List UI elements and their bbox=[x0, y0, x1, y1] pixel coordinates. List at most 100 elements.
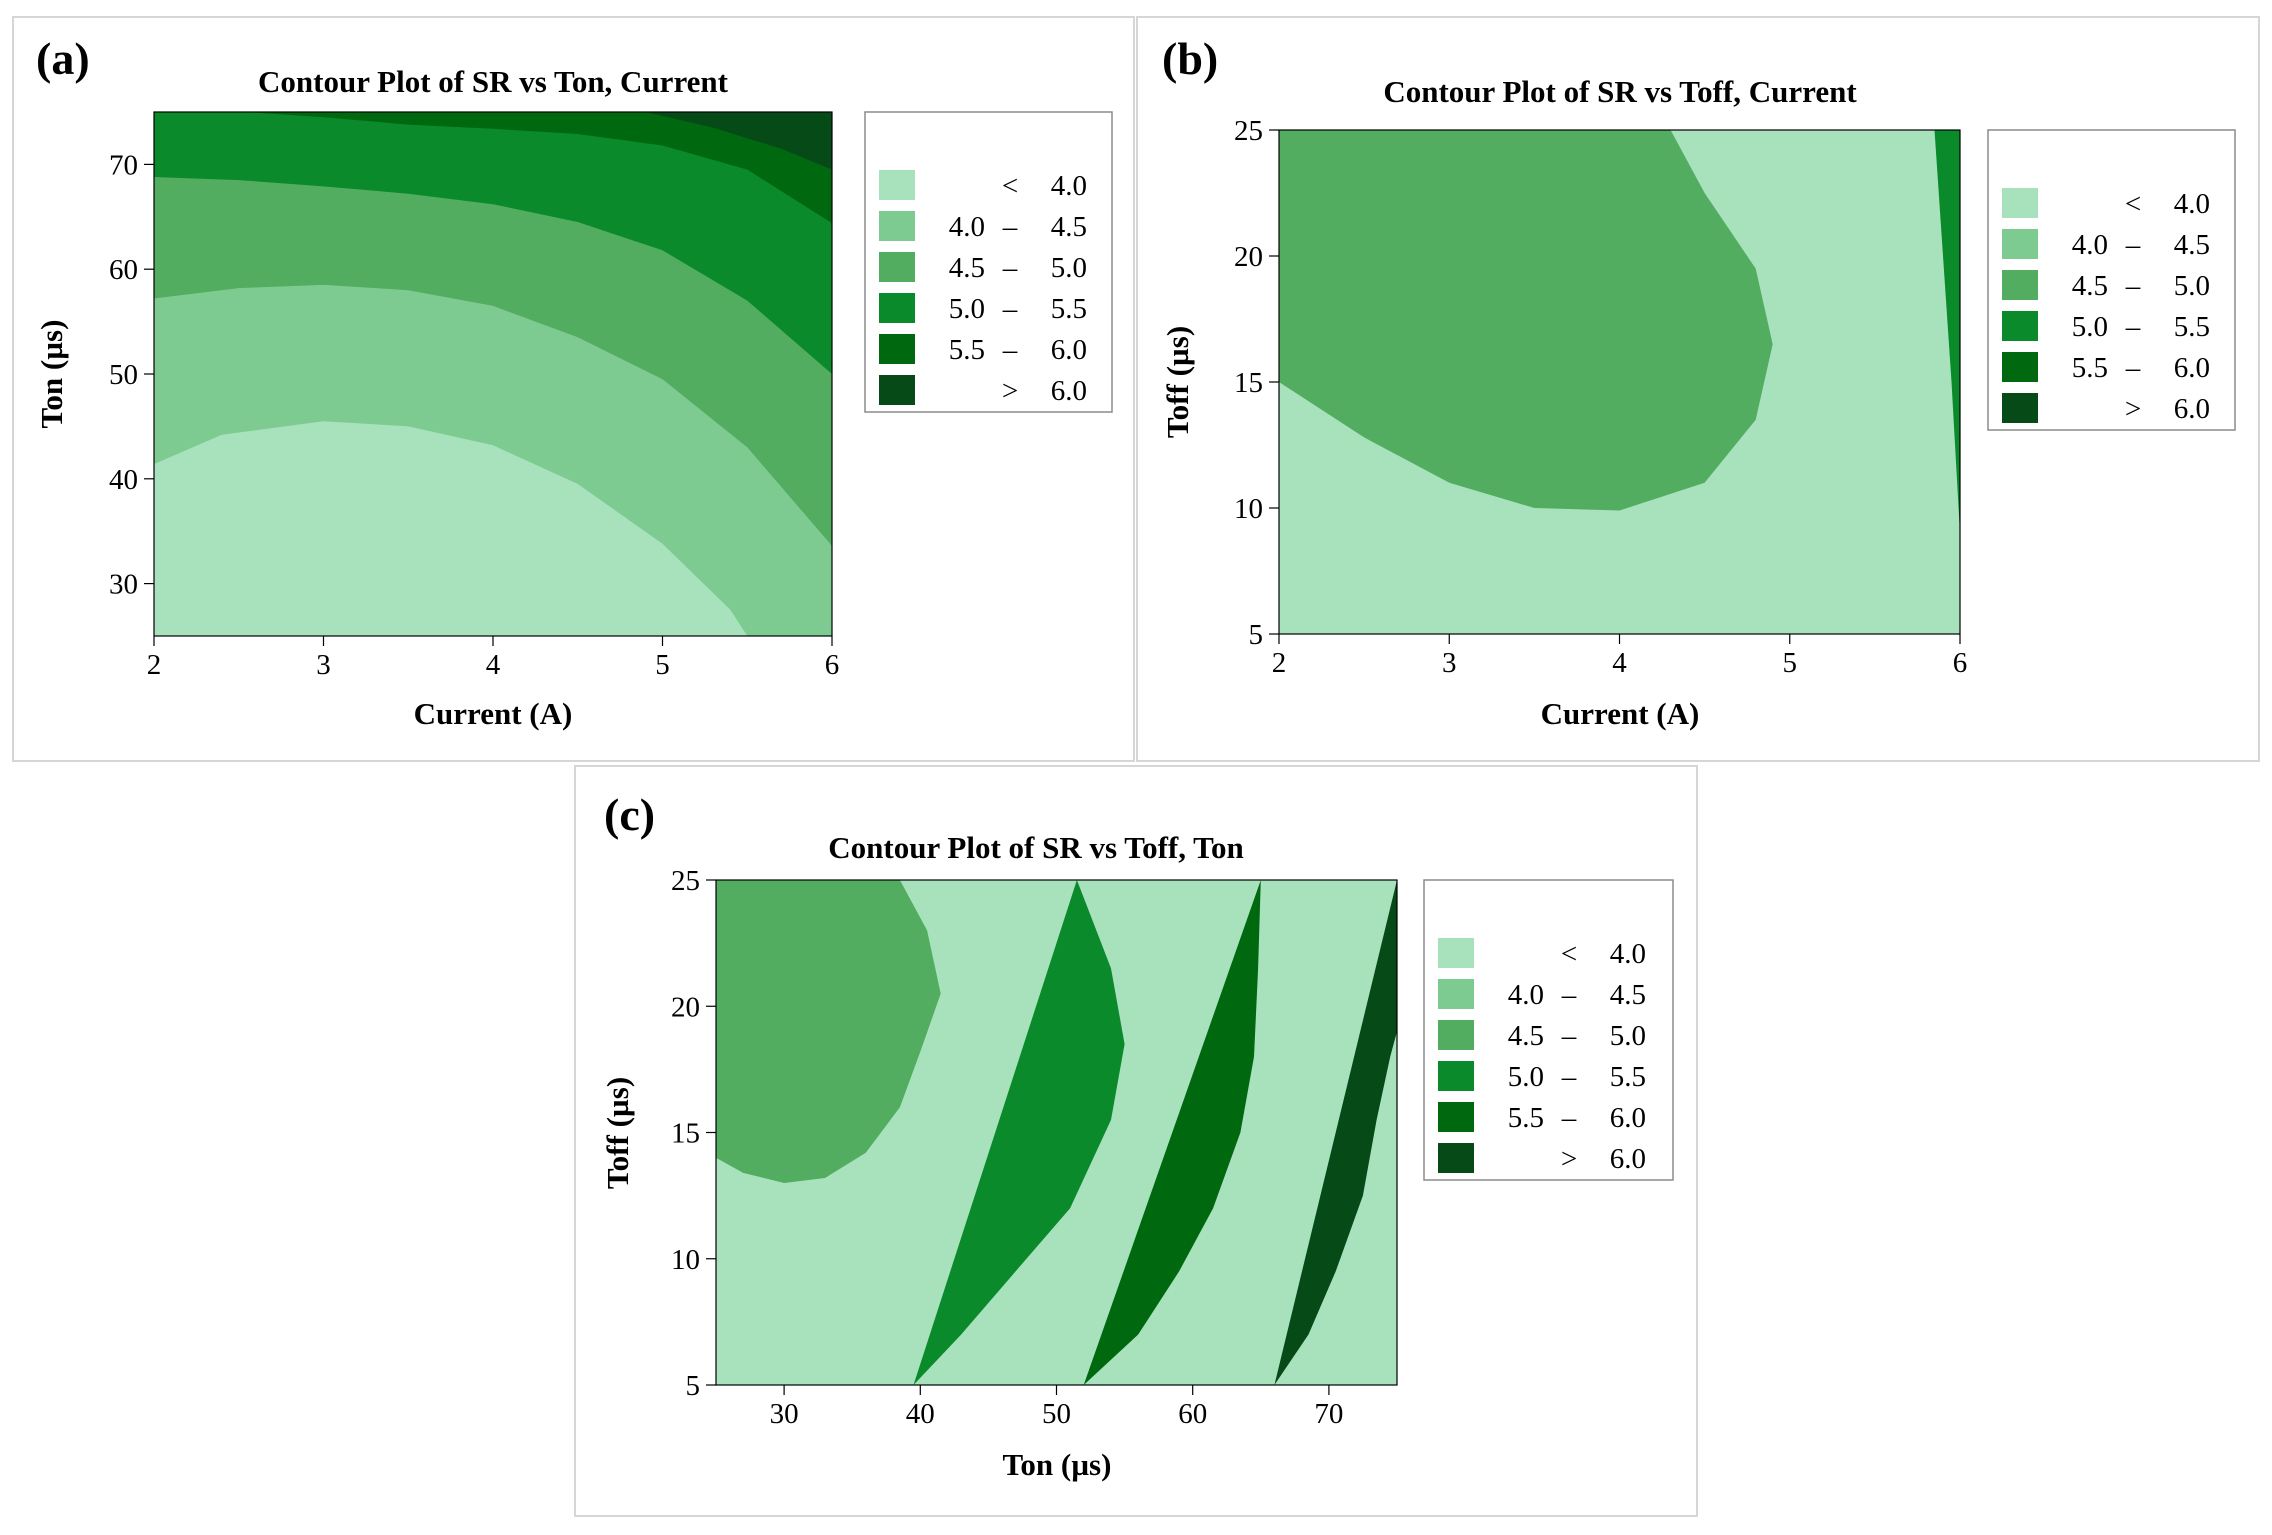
legend-swatch bbox=[2002, 311, 2038, 341]
legend-swatch bbox=[2002, 188, 2038, 218]
contour-band-6 bbox=[645, 112, 832, 170]
x-tick-label: 70 bbox=[1314, 1398, 1343, 1430]
y-tick-label: 20 bbox=[1234, 241, 1263, 273]
x-tick-label: 3 bbox=[316, 649, 331, 681]
legend-hi: 4.5 bbox=[2174, 229, 2210, 261]
x-tick-label: 4 bbox=[486, 649, 501, 681]
contour-band-4.5 bbox=[716, 880, 941, 1183]
legend-lo: 4.0 bbox=[2072, 229, 2108, 261]
contour-band-5 bbox=[154, 112, 832, 374]
legend-hi: 5.0 bbox=[2174, 270, 2210, 302]
legend-lo: 4.5 bbox=[949, 252, 985, 284]
chart-title: Contour Plot of SR vs Toff, Ton bbox=[828, 830, 1243, 865]
legend-swatch bbox=[1438, 1143, 1474, 1173]
legend-hi: 5.5 bbox=[1051, 293, 1087, 325]
legend-hi: 5.0 bbox=[1610, 1020, 1646, 1052]
panel-b: (b) Contour Plot of SR vs Toff, Current … bbox=[1136, 16, 2260, 762]
legend-swatch bbox=[879, 293, 915, 323]
legend-sym: – bbox=[1561, 1061, 1577, 1093]
legend-sym: – bbox=[1002, 334, 1018, 366]
legend-lo: 5.0 bbox=[949, 293, 985, 325]
legend-hi: 5.5 bbox=[2174, 311, 2210, 343]
y-tick-label: 25 bbox=[671, 865, 700, 897]
legend-hi: 6.0 bbox=[1610, 1143, 1646, 1175]
panel-c: (c) Contour Plot of SR vs Toff, Ton Ton … bbox=[574, 765, 1698, 1517]
legend-hi: 6.0 bbox=[1051, 334, 1087, 366]
legend-hi: 6.0 bbox=[1051, 375, 1087, 407]
legend-lo: 4.5 bbox=[1508, 1020, 1544, 1052]
x-tick-label: 60 bbox=[1178, 1398, 1207, 1430]
y-tick-label: 20 bbox=[671, 991, 700, 1023]
panel-label: (a) bbox=[36, 33, 90, 84]
legend-sym: – bbox=[2125, 311, 2141, 343]
x-tick-label: 30 bbox=[770, 1398, 799, 1430]
x-axis-label: Current (A) bbox=[414, 696, 573, 731]
legend-hi: 4.0 bbox=[1610, 938, 1646, 970]
x-tick-label: 2 bbox=[147, 649, 162, 681]
legend-sym: – bbox=[2125, 270, 2141, 302]
legend-lo: 5.5 bbox=[2072, 352, 2108, 384]
legend-sym: – bbox=[1002, 252, 1018, 284]
legend-swatch bbox=[1438, 1061, 1474, 1091]
contour-band-5 bbox=[913, 880, 1125, 1385]
chart-a: (a) Contour Plot of SR vs Ton, Current C… bbox=[34, 33, 1113, 731]
legend-swatch bbox=[1438, 1102, 1474, 1132]
legend-lo: 4.5 bbox=[2072, 270, 2108, 302]
x-tick-label: 5 bbox=[655, 649, 670, 681]
y-axis-label: Toff (µs) bbox=[600, 1077, 635, 1189]
legend-hi: 6.0 bbox=[2174, 393, 2210, 425]
legend-sym: – bbox=[1561, 979, 1577, 1011]
contour-band-5.5 bbox=[1083, 880, 1261, 1385]
legend-swatch bbox=[1438, 938, 1474, 968]
legend-swatch bbox=[879, 334, 915, 364]
y-tick-label: 50 bbox=[109, 359, 138, 391]
panel-a: (a) Contour Plot of SR vs Ton, Current C… bbox=[12, 16, 1135, 762]
legend-sym: > bbox=[1561, 1143, 1577, 1175]
contour-band-4.5 bbox=[1279, 130, 1773, 511]
legend-lo: 5.5 bbox=[949, 334, 985, 366]
chart-title: Contour Plot of SR vs Ton, Current bbox=[258, 64, 729, 99]
y-tick-label: 15 bbox=[1234, 367, 1263, 399]
legend-hi: 4.0 bbox=[1051, 170, 1087, 202]
legend-swatch bbox=[2002, 270, 2038, 300]
x-tick-label: 4 bbox=[1612, 647, 1627, 679]
legend-sym: – bbox=[2125, 352, 2141, 384]
legend-lo: 4.0 bbox=[949, 211, 985, 243]
y-tick-label: 60 bbox=[109, 254, 138, 286]
legend-swatch bbox=[1438, 979, 1474, 1009]
legend-sym: – bbox=[2125, 229, 2141, 261]
legend-sym: – bbox=[1561, 1102, 1577, 1134]
legend-swatch bbox=[1438, 1020, 1474, 1050]
legend-hi: 4.5 bbox=[1051, 211, 1087, 243]
y-tick-label: 30 bbox=[109, 569, 138, 601]
legend-sym: > bbox=[1002, 375, 1018, 407]
legend-hi: 6.0 bbox=[1610, 1102, 1646, 1134]
y-tick-label: 40 bbox=[109, 464, 138, 496]
chart-b: (b) Contour Plot of SR vs Toff, Current … bbox=[1160, 33, 2236, 731]
x-tick-label: 2 bbox=[1272, 647, 1287, 679]
legend-sym: – bbox=[1002, 293, 1018, 325]
legend-swatch bbox=[2002, 393, 2038, 423]
legend-sym: > bbox=[2125, 393, 2141, 425]
x-axis-label: Current (A) bbox=[1541, 696, 1700, 731]
chart-title: Contour Plot of SR vs Toff, Current bbox=[1383, 74, 1857, 109]
x-tick-label: 6 bbox=[1953, 647, 1968, 679]
x-axis-label: Ton (µs) bbox=[1003, 1447, 1112, 1482]
contour-band-5 bbox=[1934, 130, 1960, 534]
y-tick-label: 10 bbox=[1234, 493, 1263, 525]
y-tick-label: 5 bbox=[1249, 619, 1264, 651]
x-tick-label: 3 bbox=[1442, 647, 1457, 679]
legend-lo: 5.0 bbox=[1508, 1061, 1544, 1093]
x-tick-label: 6 bbox=[825, 649, 840, 681]
y-tick-label: 70 bbox=[109, 149, 138, 181]
panel-label: (c) bbox=[604, 789, 655, 840]
legend-hi: 4.0 bbox=[2174, 188, 2210, 220]
legend-swatch bbox=[2002, 352, 2038, 382]
legend-lo: 5.5 bbox=[1508, 1102, 1544, 1134]
legend-swatch bbox=[879, 211, 915, 241]
x-tick-label: 50 bbox=[1042, 1398, 1071, 1430]
legend-swatch bbox=[879, 252, 915, 282]
y-axis-label: Ton (µs) bbox=[34, 320, 69, 429]
legend-lo: 4.0 bbox=[1508, 979, 1544, 1011]
y-tick-label: 10 bbox=[671, 1244, 700, 1276]
